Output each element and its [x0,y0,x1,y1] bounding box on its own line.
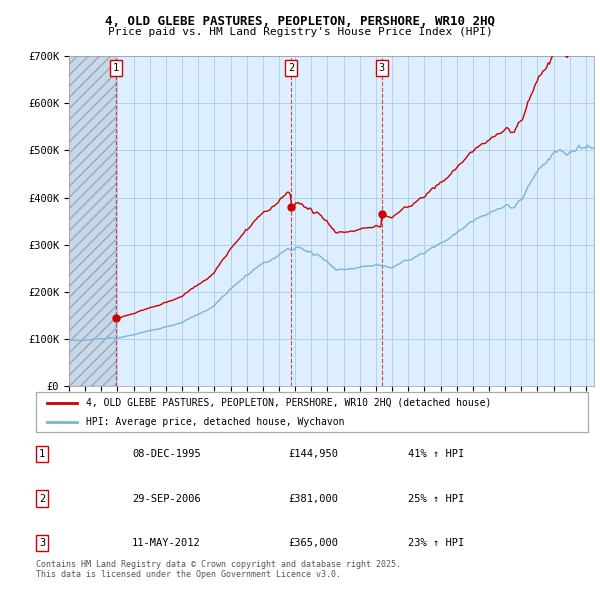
Text: 08-DEC-1995: 08-DEC-1995 [132,450,201,459]
Text: £381,000: £381,000 [288,494,338,503]
Text: 29-SEP-2006: 29-SEP-2006 [132,494,201,503]
Text: 11-MAY-2012: 11-MAY-2012 [132,538,201,548]
Text: 3: 3 [379,63,385,73]
Text: Contains HM Land Registry data © Crown copyright and database right 2025.
This d: Contains HM Land Registry data © Crown c… [36,560,401,579]
Text: 1: 1 [113,63,119,73]
Text: 2: 2 [39,494,45,503]
Text: 3: 3 [39,538,45,548]
Text: Price paid vs. HM Land Registry's House Price Index (HPI): Price paid vs. HM Land Registry's House … [107,28,493,37]
Text: £365,000: £365,000 [288,538,338,548]
Text: 1: 1 [39,450,45,459]
Text: £144,950: £144,950 [288,450,338,459]
Text: 41% ↑ HPI: 41% ↑ HPI [408,450,464,459]
Text: 23% ↑ HPI: 23% ↑ HPI [408,538,464,548]
Text: 25% ↑ HPI: 25% ↑ HPI [408,494,464,503]
Text: 4, OLD GLEBE PASTURES, PEOPLETON, PERSHORE, WR10 2HQ (detached house): 4, OLD GLEBE PASTURES, PEOPLETON, PERSHO… [86,398,491,408]
Bar [69,56,116,386]
Text: 4, OLD GLEBE PASTURES, PEOPLETON, PERSHORE, WR10 2HQ: 4, OLD GLEBE PASTURES, PEOPLETON, PERSHO… [105,15,495,28]
Text: 2: 2 [288,63,294,73]
Text: HPI: Average price, detached house, Wychavon: HPI: Average price, detached house, Wych… [86,417,344,427]
